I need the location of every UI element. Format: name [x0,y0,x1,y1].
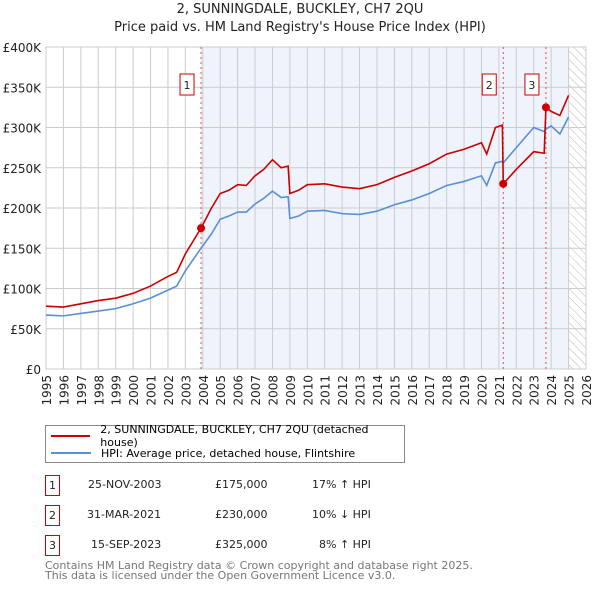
legend-swatch-red [51,435,91,437]
transaction-row: 2 31-MAR-2021 £230,000 10% ↓ HPI [45,505,445,526]
chart-title: 2, SUNNINGDALE, BUCKLEY, CH7 2QU [176,2,424,17]
marker-badge: 2 [45,505,60,526]
sale-label: 3 [528,79,535,92]
marker-badge: 3 [45,535,60,556]
y-tick-label: £250K [3,162,43,176]
y-tick-label: £300K [3,122,43,136]
transaction-date: 15-SEP-2023 [91,538,162,551]
x-tick-label: 2025 [563,375,577,406]
legend: 2, SUNNINGDALE, BUCKLEY, CH7 2QU (detach… [45,423,405,463]
x-tick-label: 2002 [162,375,176,406]
transaction-price: £325,000 [215,538,268,551]
series-line [45,94,570,308]
x-tick-label: 2014 [371,375,385,406]
sale-point [499,179,508,188]
footer: Contains HM Land Registry data © Crown c… [45,559,473,582]
y-tick-label: £50K [10,323,42,337]
sale-label-box [179,73,195,96]
y-tick-label: £0 [26,363,41,377]
x-tick-label: 2021 [493,375,507,406]
x-tick-label: 2022 [510,375,524,406]
x-tick-label: 2003 [179,375,193,406]
x-tick-label: 2006 [232,375,246,406]
legend-item-hpi: HPI: Average price, detached house, Flin… [46,445,355,461]
x-tick-label: 2010 [301,375,315,406]
x-tick-label: 2013 [354,375,368,406]
x-tick-label: 2024 [545,375,559,406]
transaction-hpi: 17% ↑ HPI [312,478,371,491]
transaction-hpi: 8% ↑ HPI [319,538,371,551]
transaction-price: £230,000 [215,508,268,521]
x-tick-label: 2023 [528,375,542,406]
y-tick-label: £100K [3,283,43,297]
x-tick-label: 2020 [475,375,489,406]
legend-item-property: 2, SUNNINGDALE, BUCKLEY, CH7 2QU (detach… [46,423,404,449]
legend-label: HPI: Average price, detached house, Flin… [101,446,356,460]
y-tick-label: £150K [3,242,43,256]
x-tick-label: 2004 [197,375,211,406]
x-tick-label: 1997 [75,375,89,406]
x-tick-label: 2016 [406,375,420,406]
transaction-hpi: 10% ↓ HPI [312,508,371,521]
x-tick-label: 1996 [57,375,71,406]
x-tick-label: 2018 [441,375,455,406]
sale-label-box [481,73,497,96]
y-tick-label: £400K [3,41,43,55]
transaction-date: 31-MAR-2021 [87,508,162,521]
legend-label: 2, SUNNINGDALE, BUCKLEY, CH7 2QU (detach… [100,423,369,449]
sale-point [197,224,206,233]
x-tick-label: 2026 [580,375,594,406]
sale-point [541,103,550,112]
transaction-row: 3 15-SEP-2023 £325,000 8% ↑ HPI [45,535,445,556]
x-tick-label: 2000 [127,375,141,406]
x-tick-label: 2001 [145,375,159,406]
x-tick-label: 2017 [423,375,437,406]
footer-line: This data is licensed under the Open Gov… [45,569,396,582]
x-tick-label: 2007 [249,375,263,406]
sale-label: 1 [184,79,191,92]
transaction-price: £175,000 [215,478,268,491]
x-tick-label: 2011 [319,375,333,406]
marker-badge: 1 [45,475,60,496]
chart-subtitle: Price paid vs. HM Land Registry's House … [114,20,486,35]
y-tick-label: £200K [3,202,43,216]
x-tick-label: 1998 [92,375,106,406]
transaction-date: 25-NOV-2003 [88,478,162,491]
plot-frame [45,46,587,370]
price-chart: £0 £50K £100K £150K £200K £250K £300K £350K £400… [3,41,594,406]
x-tick-label: 2019 [458,375,472,406]
x-tick-label: 2012 [336,375,350,406]
footer-line: Contains HM Land Registry data © Crown c… [45,559,473,572]
legend-swatch-blue [51,452,91,454]
sale-label-box [524,73,540,96]
x-tick-label: 2005 [214,375,228,406]
sale-label: 2 [486,79,493,92]
x-tick-label: 2009 [284,375,298,406]
y-tick-label: £350K [3,81,43,95]
x-tick-label: 1999 [110,375,124,406]
x-tick-label: 2015 [388,375,402,406]
x-tick-label: 2008 [266,375,280,406]
transaction-row: 1 25-NOV-2003 £175,000 17% ↑ HPI [45,475,445,496]
x-tick-label: 1995 [40,375,54,406]
